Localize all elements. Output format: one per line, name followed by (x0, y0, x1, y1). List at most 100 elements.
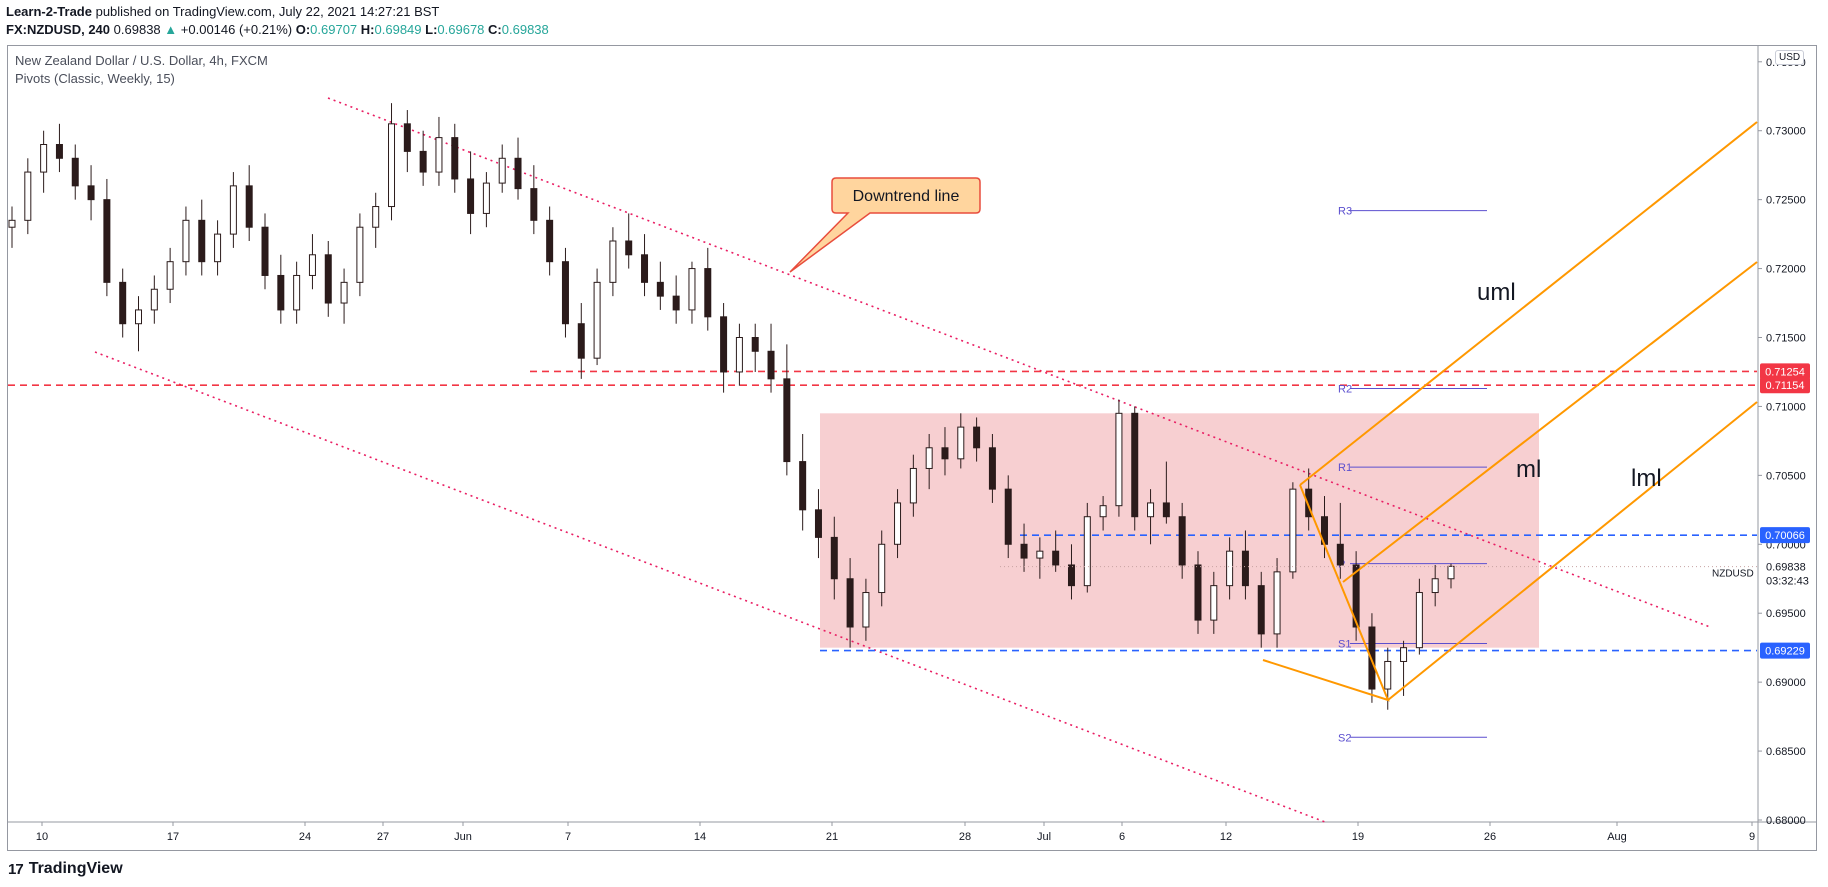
candle-body (467, 178, 475, 214)
time-tick-label: 24 (299, 831, 311, 843)
candle (1241, 530, 1249, 600)
candle (182, 206, 190, 276)
candle-body (1020, 543, 1028, 559)
axis-price-badge (1760, 363, 1810, 380)
candle-body (846, 578, 854, 628)
candle-body (55, 144, 63, 159)
instrument-title[interactable]: New Zealand Dollar / U.S. Dollar, 4h, FX… (15, 53, 268, 68)
time-tick-label: 14 (694, 831, 706, 843)
time-tick-label: 12 (1220, 831, 1232, 843)
time-tick-label: 10 (36, 831, 48, 843)
high-value: 0.69849 (374, 22, 422, 37)
candle (71, 144, 79, 200)
price-tick-label: 0.69000 (1766, 677, 1806, 689)
price-change: +0.00146 (+0.21%) (180, 22, 293, 37)
pivot-label-s1: S1 (1338, 639, 1351, 651)
candle (1178, 502, 1186, 579)
candle-body (356, 226, 364, 283)
symbol-label: FX:NZDUSD, 240 (6, 22, 111, 37)
candle-body (1336, 543, 1344, 566)
candle-body (277, 274, 285, 311)
time-tick-label: 6 (1119, 831, 1125, 843)
publish-info: Learn-2-Trade published on TradingView.c… (6, 4, 439, 20)
candle-body (720, 316, 728, 373)
candle-body (8, 219, 16, 228)
indicator-label[interactable]: Pivots (Classic, Weekly, 15) (15, 71, 175, 86)
candle (751, 323, 759, 372)
candle (340, 268, 348, 324)
candle (103, 178, 111, 297)
candle (166, 247, 174, 304)
candle (498, 144, 506, 193)
candle-body (451, 137, 459, 180)
price-tick-label: 0.70500 (1766, 470, 1806, 482)
candle-body (561, 261, 569, 325)
candle-body (751, 337, 759, 352)
pivot-label-r3: R3 (1338, 206, 1352, 218)
tradingview-logo-text: TradingView (28, 860, 123, 877)
candle (1099, 496, 1107, 531)
candle-body (1368, 626, 1376, 690)
candle (1162, 461, 1170, 524)
time-tick-label: 9 (1749, 831, 1755, 843)
candle-body (641, 254, 649, 283)
candle-body (1384, 660, 1392, 690)
candle (1115, 399, 1123, 517)
candle (87, 165, 95, 221)
candle (1052, 530, 1060, 572)
downtrend-callout-box (789, 177, 981, 273)
axis-price-badge (1760, 527, 1810, 544)
candle (261, 213, 269, 290)
time-tick-label: Aug (1607, 831, 1627, 843)
low-label: L: (425, 22, 438, 37)
candle-body (1257, 585, 1265, 635)
candle (609, 227, 617, 297)
author-name[interactable]: Learn-2-Trade (6, 4, 92, 19)
candle-body (24, 171, 32, 221)
candle-body (688, 268, 696, 311)
publish-text: published on TradingView.com, July 22, 2… (91, 4, 440, 19)
ml-label: ml (1516, 456, 1541, 483)
candle-body (388, 123, 396, 208)
candle (625, 213, 633, 269)
price-tick-label: 0.68500 (1766, 746, 1806, 758)
candle-body (1147, 502, 1155, 518)
candle-body (530, 188, 538, 221)
candle-body (799, 461, 807, 511)
candle (324, 241, 332, 317)
candle-body (198, 219, 206, 263)
candle-body (894, 502, 902, 545)
up-arrow-icon: ▲ (164, 22, 178, 37)
candle (1415, 578, 1423, 655)
tradingview-logo[interactable]: 17 TradingView (8, 860, 123, 878)
candle-body (1178, 516, 1186, 566)
candle-body (1052, 550, 1060, 566)
candle (1004, 475, 1012, 559)
time-tick-label: 27 (377, 831, 389, 843)
candle-body (150, 288, 158, 311)
candle-body (1400, 647, 1408, 662)
candle (214, 220, 222, 276)
candle (641, 234, 649, 297)
candle-body (814, 509, 822, 538)
axis-price-badge-label: 0.71154 (1766, 380, 1805, 392)
downtrend-upper-line (327, 97, 1711, 628)
candle (372, 192, 380, 248)
candle (356, 213, 364, 297)
candle (1083, 502, 1091, 593)
candle (767, 323, 775, 393)
candle-body (119, 281, 127, 325)
candle-body (957, 426, 965, 460)
chart-frame (7, 45, 1817, 851)
price-tick-label: 0.72500 (1766, 195, 1806, 207)
candle (1273, 558, 1281, 648)
price-tick-label: 0.71500 (1766, 333, 1806, 345)
candle-body (909, 467, 917, 504)
candle (55, 123, 63, 173)
open-label: O: (295, 22, 311, 37)
chart-legend: New Zealand Dollar / U.S. Dollar, 4h, FX… (15, 52, 268, 88)
currency-badge[interactable]: USD (1775, 50, 1805, 65)
candle-body (1162, 502, 1170, 518)
last-price: 0.69838 (113, 22, 161, 37)
